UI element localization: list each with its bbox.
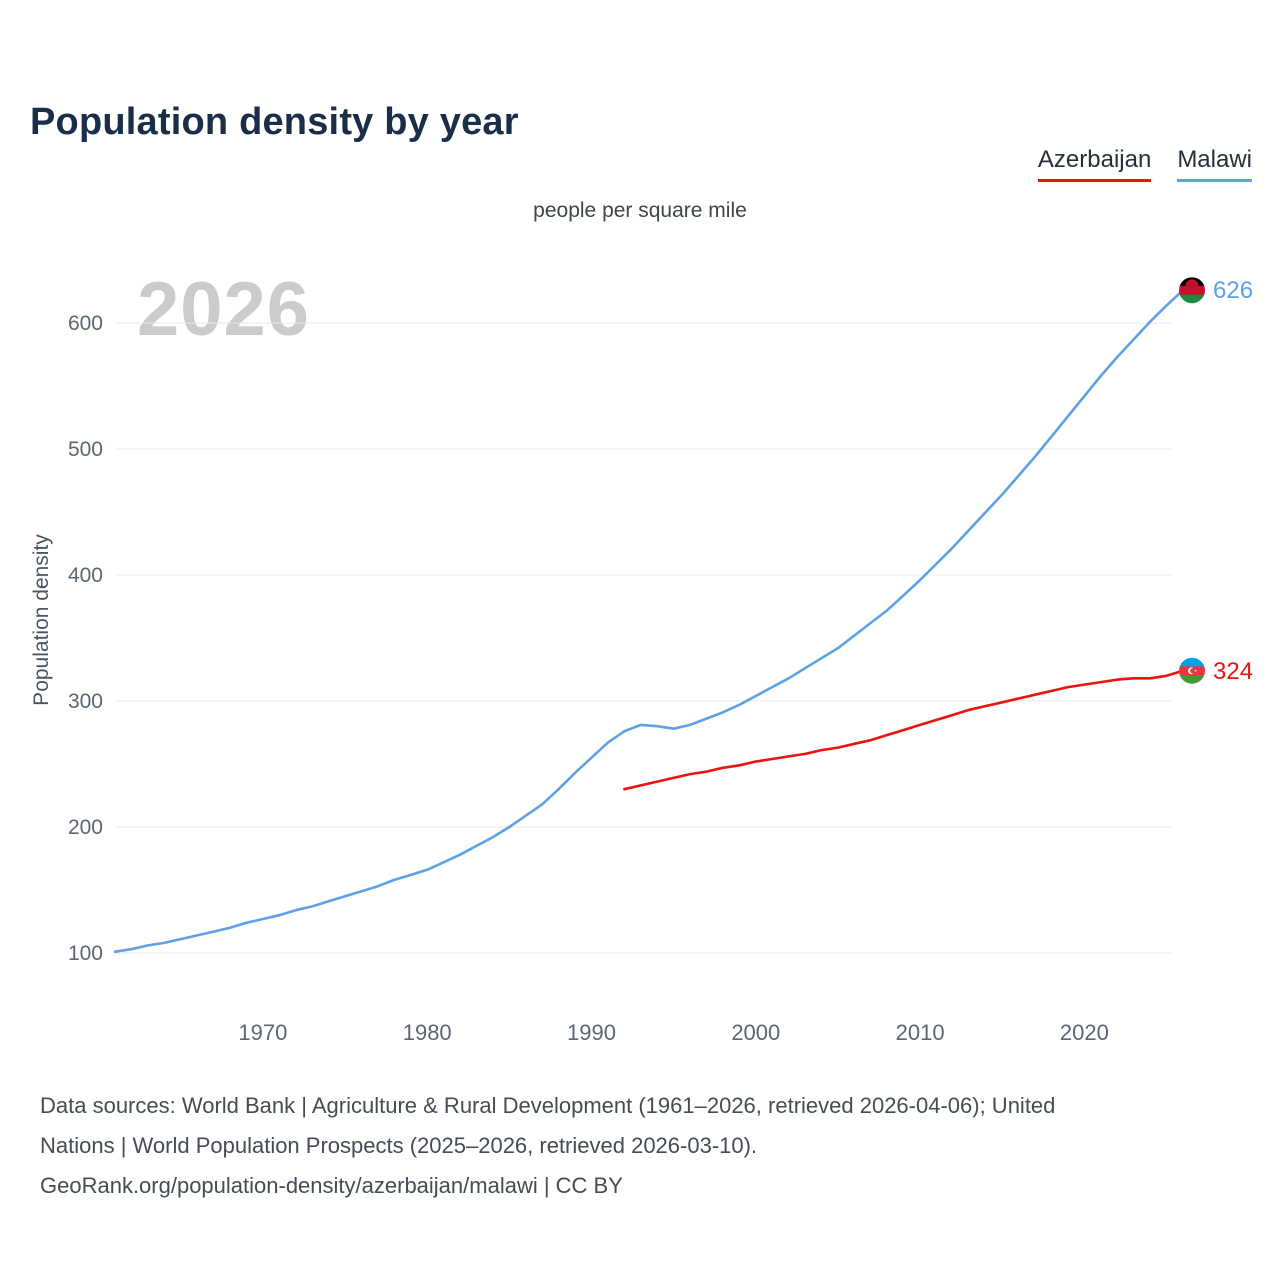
footer-line-1: Data sources: World Bank | Agriculture &… <box>40 1093 1056 1118</box>
x-tick-label: 1990 <box>567 1020 616 1045</box>
series-line-azerbaijan[interactable] <box>623 669 1185 791</box>
chart-subtitle: people per square mile <box>533 199 747 222</box>
y-tick-label: 500 <box>68 438 103 461</box>
x-tick-label: 2000 <box>731 1020 780 1045</box>
watermark-year: 2026 <box>137 267 311 352</box>
legend: Azerbaijan Malawi <box>1037 146 1252 182</box>
footer-line-3: GeoRank.org/population-density/azerbaija… <box>40 1173 623 1198</box>
x-tick-label: 1970 <box>238 1020 287 1045</box>
series-line-malawi[interactable] <box>113 288 1185 954</box>
y-tick-label: 100 <box>68 942 103 965</box>
x-tick-label: 2010 <box>896 1020 945 1045</box>
flag-icon-malawi <box>1179 277 1205 304</box>
footer-line-2: Nations | World Population Prospects (20… <box>40 1133 758 1158</box>
page-title: Population density by year <box>30 101 519 144</box>
y-tick-label: 300 <box>68 690 103 713</box>
flag-icon-azerbaijan <box>1179 657 1205 684</box>
end-value-label-azerbaijan: 324 <box>1213 658 1253 685</box>
y-tick-label: 400 <box>68 564 103 587</box>
legend-item-azerbaijan[interactable]: Azerbaijan <box>1037 146 1152 182</box>
footer: Data sources: World Bank | Agriculture &… <box>40 1086 1250 1206</box>
x-tick-label: 1980 <box>403 1020 452 1045</box>
y-tick-label: 200 <box>68 816 103 839</box>
y-tick-label: 600 <box>68 312 103 335</box>
end-value-label-malawi: 626 <box>1213 277 1253 304</box>
x-tick-label: 2020 <box>1060 1020 1109 1045</box>
legend-item-malawi[interactable]: Malawi <box>1177 146 1252 182</box>
